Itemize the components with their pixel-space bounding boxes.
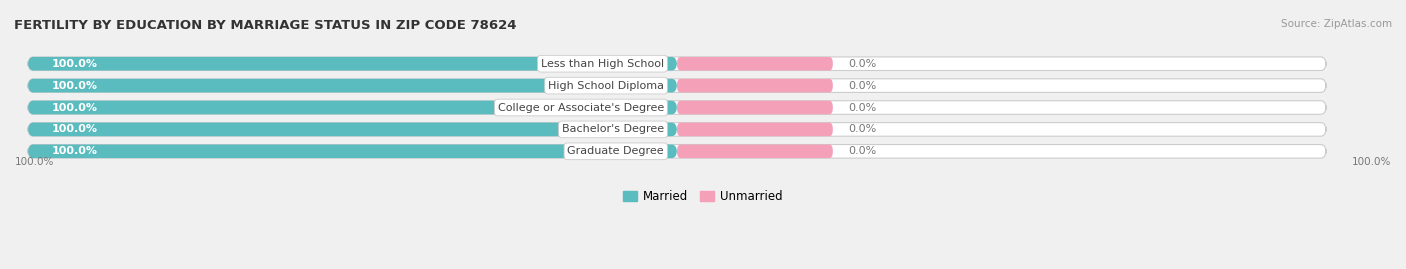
Text: College or Associate's Degree: College or Associate's Degree (498, 102, 664, 112)
Text: High School Diploma: High School Diploma (548, 81, 664, 91)
FancyBboxPatch shape (28, 79, 1326, 92)
FancyBboxPatch shape (28, 57, 678, 70)
Text: 100.0%: 100.0% (15, 157, 55, 167)
FancyBboxPatch shape (678, 123, 832, 136)
Text: Less than High School: Less than High School (541, 59, 664, 69)
Text: FERTILITY BY EDUCATION BY MARRIAGE STATUS IN ZIP CODE 78624: FERTILITY BY EDUCATION BY MARRIAGE STATU… (14, 19, 516, 32)
FancyBboxPatch shape (28, 144, 1326, 158)
FancyBboxPatch shape (28, 123, 678, 136)
Text: 100.0%: 100.0% (52, 146, 97, 156)
Text: 100.0%: 100.0% (52, 102, 97, 112)
Text: 100.0%: 100.0% (52, 125, 97, 134)
FancyBboxPatch shape (678, 144, 832, 158)
FancyBboxPatch shape (28, 123, 1326, 136)
Text: 0.0%: 0.0% (848, 81, 876, 91)
Text: 0.0%: 0.0% (848, 146, 876, 156)
Text: 100.0%: 100.0% (52, 81, 97, 91)
FancyBboxPatch shape (28, 79, 678, 92)
FancyBboxPatch shape (678, 101, 832, 114)
FancyBboxPatch shape (28, 101, 678, 114)
FancyBboxPatch shape (28, 101, 1326, 114)
Text: Bachelor's Degree: Bachelor's Degree (562, 125, 664, 134)
FancyBboxPatch shape (28, 144, 678, 158)
Text: 0.0%: 0.0% (848, 125, 876, 134)
FancyBboxPatch shape (678, 57, 832, 70)
FancyBboxPatch shape (28, 57, 1326, 70)
Text: Source: ZipAtlas.com: Source: ZipAtlas.com (1281, 19, 1392, 29)
Text: 100.0%: 100.0% (1351, 157, 1391, 167)
FancyBboxPatch shape (678, 79, 832, 92)
Text: Graduate Degree: Graduate Degree (568, 146, 664, 156)
Text: 0.0%: 0.0% (848, 59, 876, 69)
Text: 100.0%: 100.0% (52, 59, 97, 69)
Text: 0.0%: 0.0% (848, 102, 876, 112)
Legend: Married, Unmarried: Married, Unmarried (619, 185, 787, 208)
